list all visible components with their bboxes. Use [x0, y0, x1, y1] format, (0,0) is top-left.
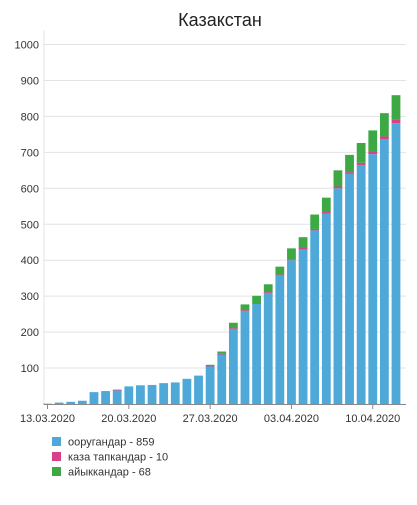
y-tick-label: 100: [21, 363, 39, 375]
bar-recovered-14: [205, 364, 215, 366]
bar-deaths-28: [368, 151, 378, 155]
bars: [43, 95, 401, 405]
bar-cases-16: [228, 328, 238, 404]
bar-deaths-21: [287, 259, 296, 261]
y-tick-label: 300: [21, 291, 39, 303]
bar-recovered-27: [356, 143, 366, 163]
bar-deaths-6: [112, 389, 122, 391]
bar-cases-10: [159, 383, 169, 404]
bar-recovered-29: [379, 113, 389, 137]
y-tick-label: 900: [21, 75, 39, 87]
bar-cases-22: [298, 249, 308, 404]
bar-cases-3: [77, 400, 87, 404]
bar-deaths-24: [321, 212, 331, 214]
bar-recovered-30: [391, 95, 401, 120]
bar-cases-7: [124, 386, 134, 404]
legend-swatch: [52, 437, 61, 446]
bar-cases-13: [194, 375, 203, 404]
legend-swatch: [52, 452, 61, 461]
bar-cases-18: [252, 303, 261, 404]
bar-cases-30: [391, 123, 401, 404]
bar-deaths-27: [356, 162, 366, 165]
bar-recovered-21: [287, 248, 296, 260]
bar-recovered-26: [345, 154, 354, 173]
bar-deaths-15: [217, 353, 227, 355]
bar-cases-24: [321, 213, 331, 404]
y-axis: 100 200 300 400 500 600 700 800 900 1000: [15, 40, 39, 376]
bar-cases-9: [147, 384, 157, 404]
bar-recovered-25: [333, 170, 343, 187]
bar-deaths-25: [333, 186, 343, 189]
bar-cases-29: [379, 139, 389, 405]
bar-cases-1: [54, 402, 64, 404]
bar-recovered-24: [321, 197, 331, 213]
bar-cases-27: [356, 164, 366, 404]
bar-recovered-23: [310, 214, 320, 229]
bar-cases-6: [112, 390, 122, 404]
bar-cases-20: [275, 275, 285, 404]
bar-cases-14: [205, 365, 215, 404]
bar-cases-21: [287, 260, 296, 404]
bar-deaths-14: [205, 365, 215, 367]
bar-recovered-19: [263, 284, 273, 293]
y-tick-label: 400: [21, 255, 39, 267]
bar-recovered-22: [298, 237, 308, 248]
bar-cases-28: [368, 154, 378, 404]
bar-deaths-19: [263, 292, 273, 293]
legend-label: айыккандар - 68: [68, 467, 151, 479]
bar-deaths-23: [310, 228, 320, 231]
bar-recovered-18: [252, 295, 261, 303]
legend-swatch: [52, 467, 61, 476]
y-tick-label: 500: [21, 219, 39, 231]
bar-cases-11: [170, 382, 180, 404]
grid-lines: [43, 30, 406, 404]
x-tick-label: 10.04.2020: [345, 413, 400, 425]
bar-deaths-30: [391, 119, 401, 124]
x-tick-label: 27.03.2020: [183, 413, 238, 425]
bar-deaths-17: [240, 310, 250, 311]
bar-cases-25: [333, 188, 343, 404]
x-axis: 13.03.2020 20.03.2020 27.03.2020 03.04.2020…: [20, 404, 406, 425]
bar-cases-23: [310, 230, 320, 404]
bar-cases-26: [345, 173, 354, 404]
y-tick-label: 800: [21, 111, 39, 123]
legend-label: каза тапкандар - 10: [68, 452, 168, 464]
bar-cases-8: [136, 385, 145, 404]
bar-cases-19: [263, 292, 273, 404]
y-tick-label: 1000: [15, 40, 39, 52]
bar-deaths-26: [345, 172, 354, 174]
bar-cases-15: [217, 354, 227, 404]
bar-deaths-18: [252, 302, 261, 304]
y-tick-label: 700: [21, 147, 39, 159]
bar-deaths-29: [379, 136, 389, 140]
y-tick-label: 600: [21, 183, 39, 195]
bar-recovered-15: [217, 351, 227, 354]
y-tick-label: 200: [21, 327, 39, 339]
x-tick-label: 03.04.2020: [264, 413, 319, 425]
bar-recovered-28: [368, 130, 378, 152]
bar-cases-5: [101, 391, 110, 404]
bar-cases-17: [240, 310, 250, 404]
legend: ооругандар - 859 каза тапкандар - 10 айыкк…: [52, 437, 168, 479]
bar-recovered-17: [240, 304, 250, 311]
bar-recovered-16: [228, 322, 238, 329]
bar-deaths-22: [298, 247, 308, 250]
bar-cases-4: [89, 392, 99, 404]
bar-deaths-16: [228, 328, 238, 329]
chart-title: Казакстан: [178, 10, 262, 30]
bar-cases-12: [182, 378, 192, 404]
legend-label: ооругандар - 859: [68, 437, 154, 449]
x-tick-label: 13.03.2020: [20, 413, 75, 425]
bar-deaths-20: [275, 274, 285, 276]
bar-cases-2: [66, 401, 76, 404]
bar-recovered-20: [275, 266, 285, 275]
x-tick-label: 20.03.2020: [101, 413, 156, 425]
